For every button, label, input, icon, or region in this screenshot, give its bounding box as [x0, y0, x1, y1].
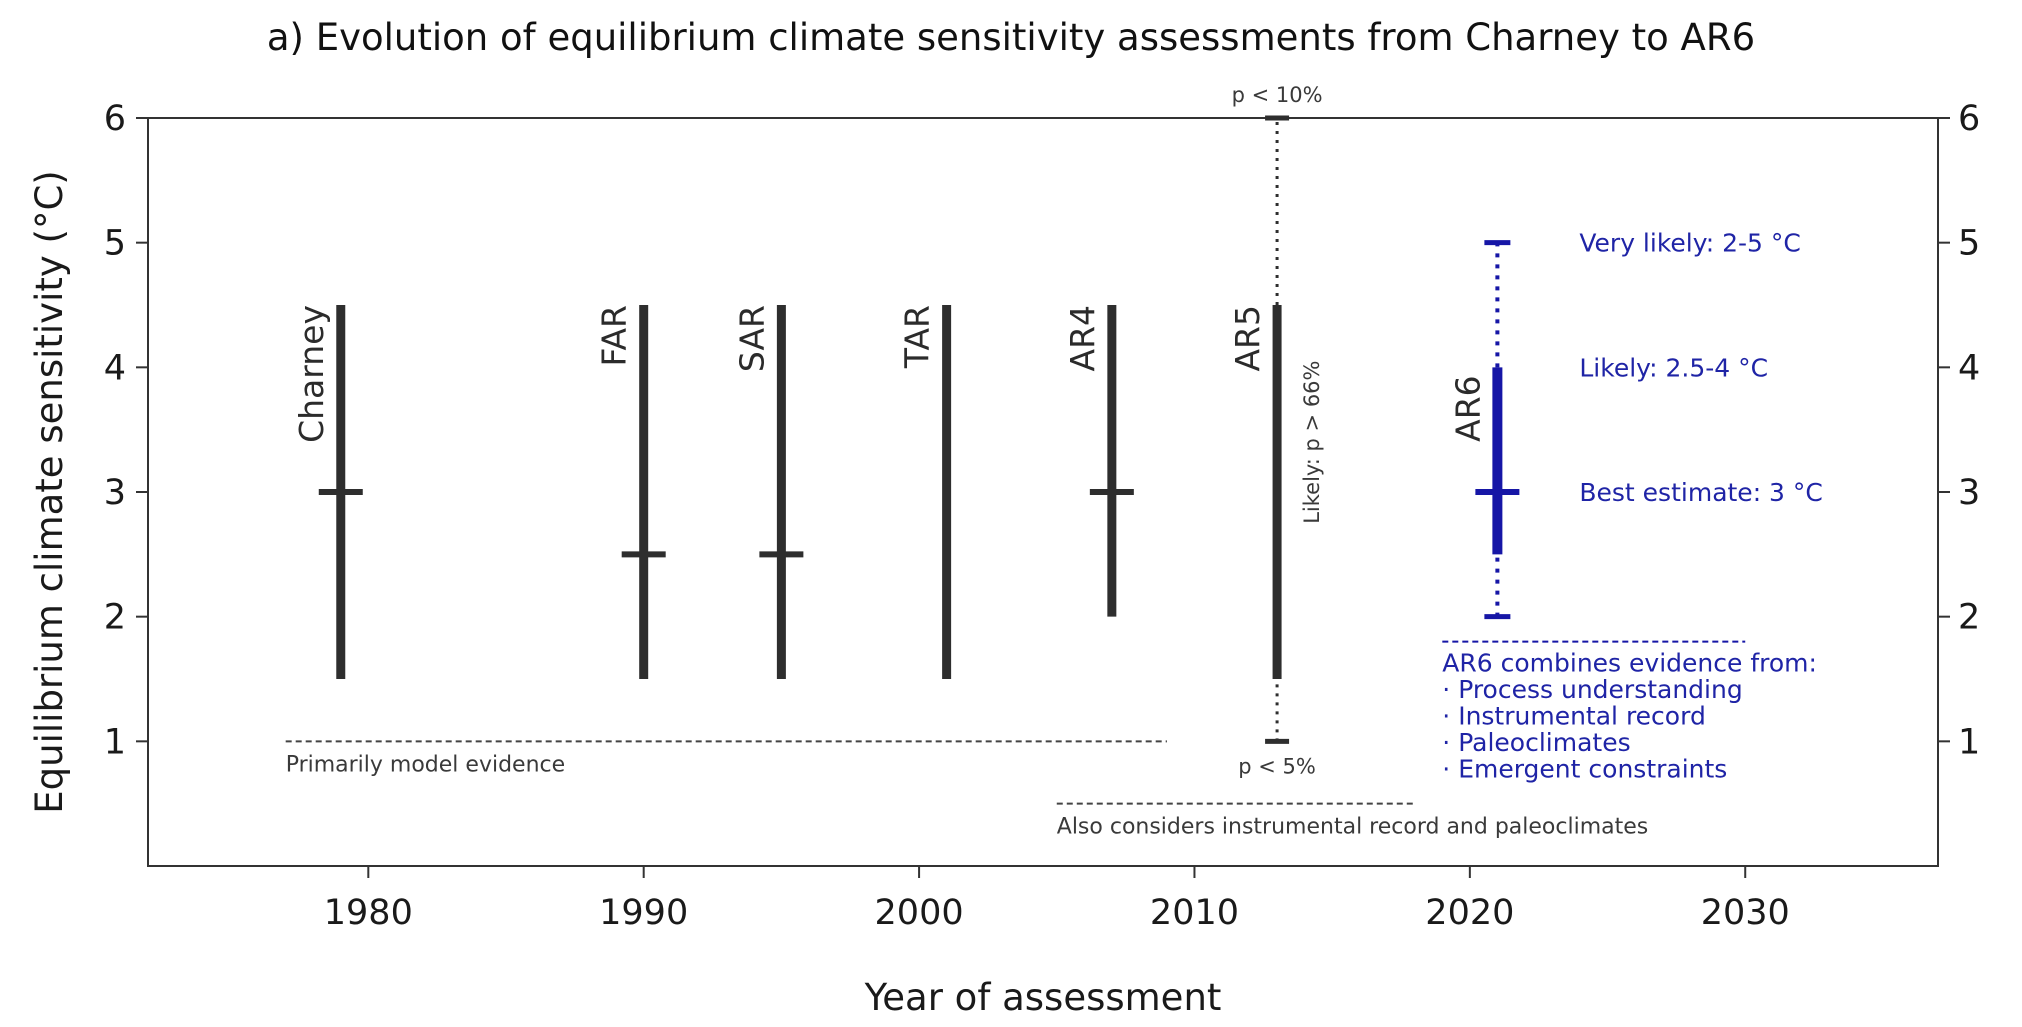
y-tick-label: 2 [104, 598, 126, 638]
right-tick-label: 5 [1958, 224, 1980, 264]
ar6-evidence-line: AR6 combines evidence from: [1442, 649, 1817, 678]
annotations: p < 10% p < 5% Likely: p > 66% Very likely:… [1232, 83, 1823, 784]
right-tick-label: 4 [1958, 348, 1980, 388]
assessment-label: TAR [898, 305, 937, 369]
ar6-very-likely-note: Very likely: 2-5 °C [1579, 229, 1800, 258]
right-tick-label: 3 [1958, 473, 1980, 513]
ar6-evidence-line: · Emergent constraints [1442, 755, 1727, 784]
evidence-period-label: Also considers instrumental record and p… [1057, 815, 1648, 840]
y-tick-label: 4 [104, 348, 126, 388]
y-axis-label: Equilibrium climate sensitivity (°C) [28, 170, 71, 813]
evidence-period-label: Primarily model evidence [286, 752, 565, 777]
assessment-label: SAR [732, 305, 771, 372]
ar5-lower-note: p < 5% [1238, 754, 1316, 778]
y-tick-label: 3 [104, 473, 126, 513]
x-tick-label: 2030 [1701, 893, 1790, 933]
evidence-periods: Primarily model evidence Also considers i… [285, 640, 1746, 840]
assessment-bars: Charney FAR SAR TAR AR4 AR5 AR6 [292, 115, 1520, 744]
ar6-evidence-line: · Paleoclimates [1442, 728, 1630, 757]
axis-ticks: 1980 1990 2000 2010 2020 2030 1 2 3 4 5 6 1 2 3 4 5 6 [104, 99, 1981, 933]
right-tick-label: 2 [1958, 598, 1980, 638]
y-tick-label: 5 [104, 224, 126, 264]
x-tick-label: 2010 [1150, 893, 1239, 933]
assessment-label: Charney [292, 305, 331, 443]
ar6-best-note: Best estimate: 3 °C [1579, 478, 1823, 507]
ar5-likely-note: Likely: p > 66% [1300, 360, 1324, 523]
ar6-likely-note: Likely: 2.5-4 °C [1579, 353, 1768, 382]
x-tick-label: 2000 [875, 893, 964, 933]
x-tick-label: 1990 [599, 893, 688, 933]
x-axis-label: Year of assessment [864, 976, 1222, 1019]
right-tick-label: 1 [1958, 722, 1980, 762]
assessment-label: AR6 [1448, 375, 1487, 442]
ar5-upper-note: p < 10% [1232, 83, 1323, 107]
assessment-label: AR5 [1228, 305, 1267, 372]
ar6-evidence-line: · Instrumental record [1442, 702, 1706, 731]
ar6-evidence-line: · Process understanding [1442, 675, 1742, 704]
assessment-label: FAR [595, 305, 634, 366]
x-tick-label: 1980 [324, 893, 413, 933]
assessment-label: AR4 [1063, 305, 1102, 372]
y-tick-label: 6 [104, 99, 126, 139]
chart-title: a) Evolution of equilibrium climate sens… [267, 16, 1755, 59]
x-tick-label: 2020 [1425, 893, 1514, 933]
right-tick-label: 6 [1958, 99, 1980, 139]
y-tick-label: 1 [104, 722, 126, 762]
